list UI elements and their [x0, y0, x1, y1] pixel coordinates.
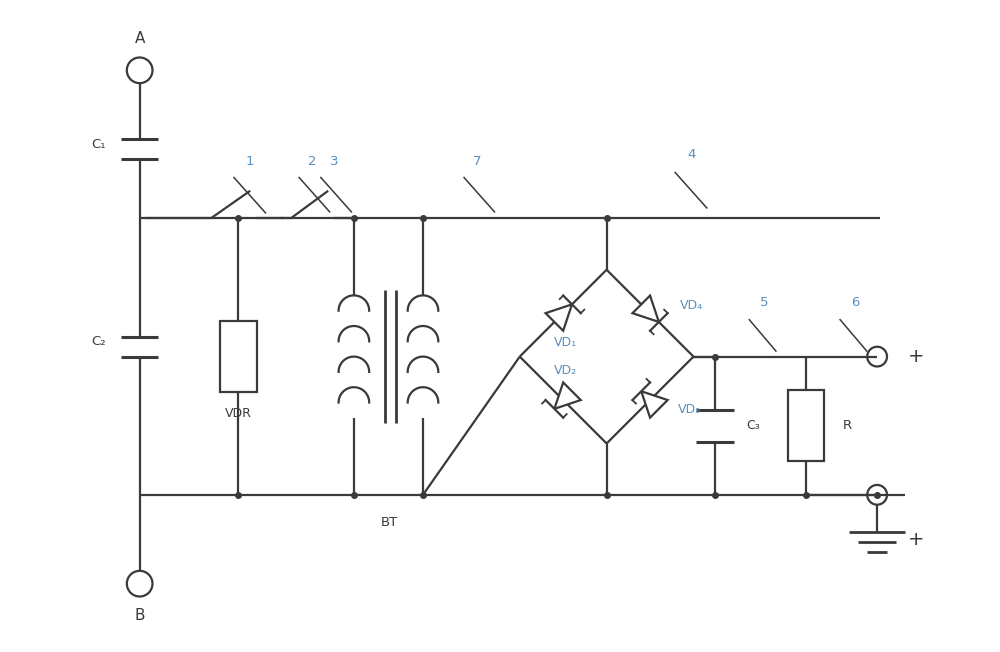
Polygon shape — [641, 391, 668, 418]
Polygon shape — [546, 304, 572, 331]
Text: 5: 5 — [760, 296, 769, 309]
Bar — [788, 390, 824, 461]
Text: 7: 7 — [473, 155, 482, 168]
Polygon shape — [554, 383, 581, 409]
Text: VDR: VDR — [225, 408, 252, 421]
Text: 6: 6 — [851, 296, 860, 309]
Text: 3: 3 — [330, 155, 338, 168]
Text: BT: BT — [381, 516, 398, 529]
Text: C₃: C₃ — [746, 419, 760, 432]
Text: VD₁: VD₁ — [554, 336, 577, 349]
Text: VD₂: VD₂ — [554, 364, 577, 377]
Text: C₂: C₂ — [91, 335, 106, 348]
Text: 2: 2 — [308, 155, 317, 168]
Text: VD₄: VD₄ — [680, 299, 703, 312]
Text: A: A — [134, 31, 145, 46]
Text: 1: 1 — [246, 155, 254, 168]
Bar — [220, 321, 257, 392]
Text: +: + — [908, 529, 925, 549]
Polygon shape — [632, 295, 659, 322]
Text: +: + — [908, 347, 925, 366]
Text: R: R — [843, 419, 852, 432]
Text: 4: 4 — [687, 148, 696, 161]
Text: VD₃: VD₃ — [678, 404, 701, 417]
Text: C₁: C₁ — [91, 138, 105, 151]
Text: B: B — [134, 608, 145, 623]
